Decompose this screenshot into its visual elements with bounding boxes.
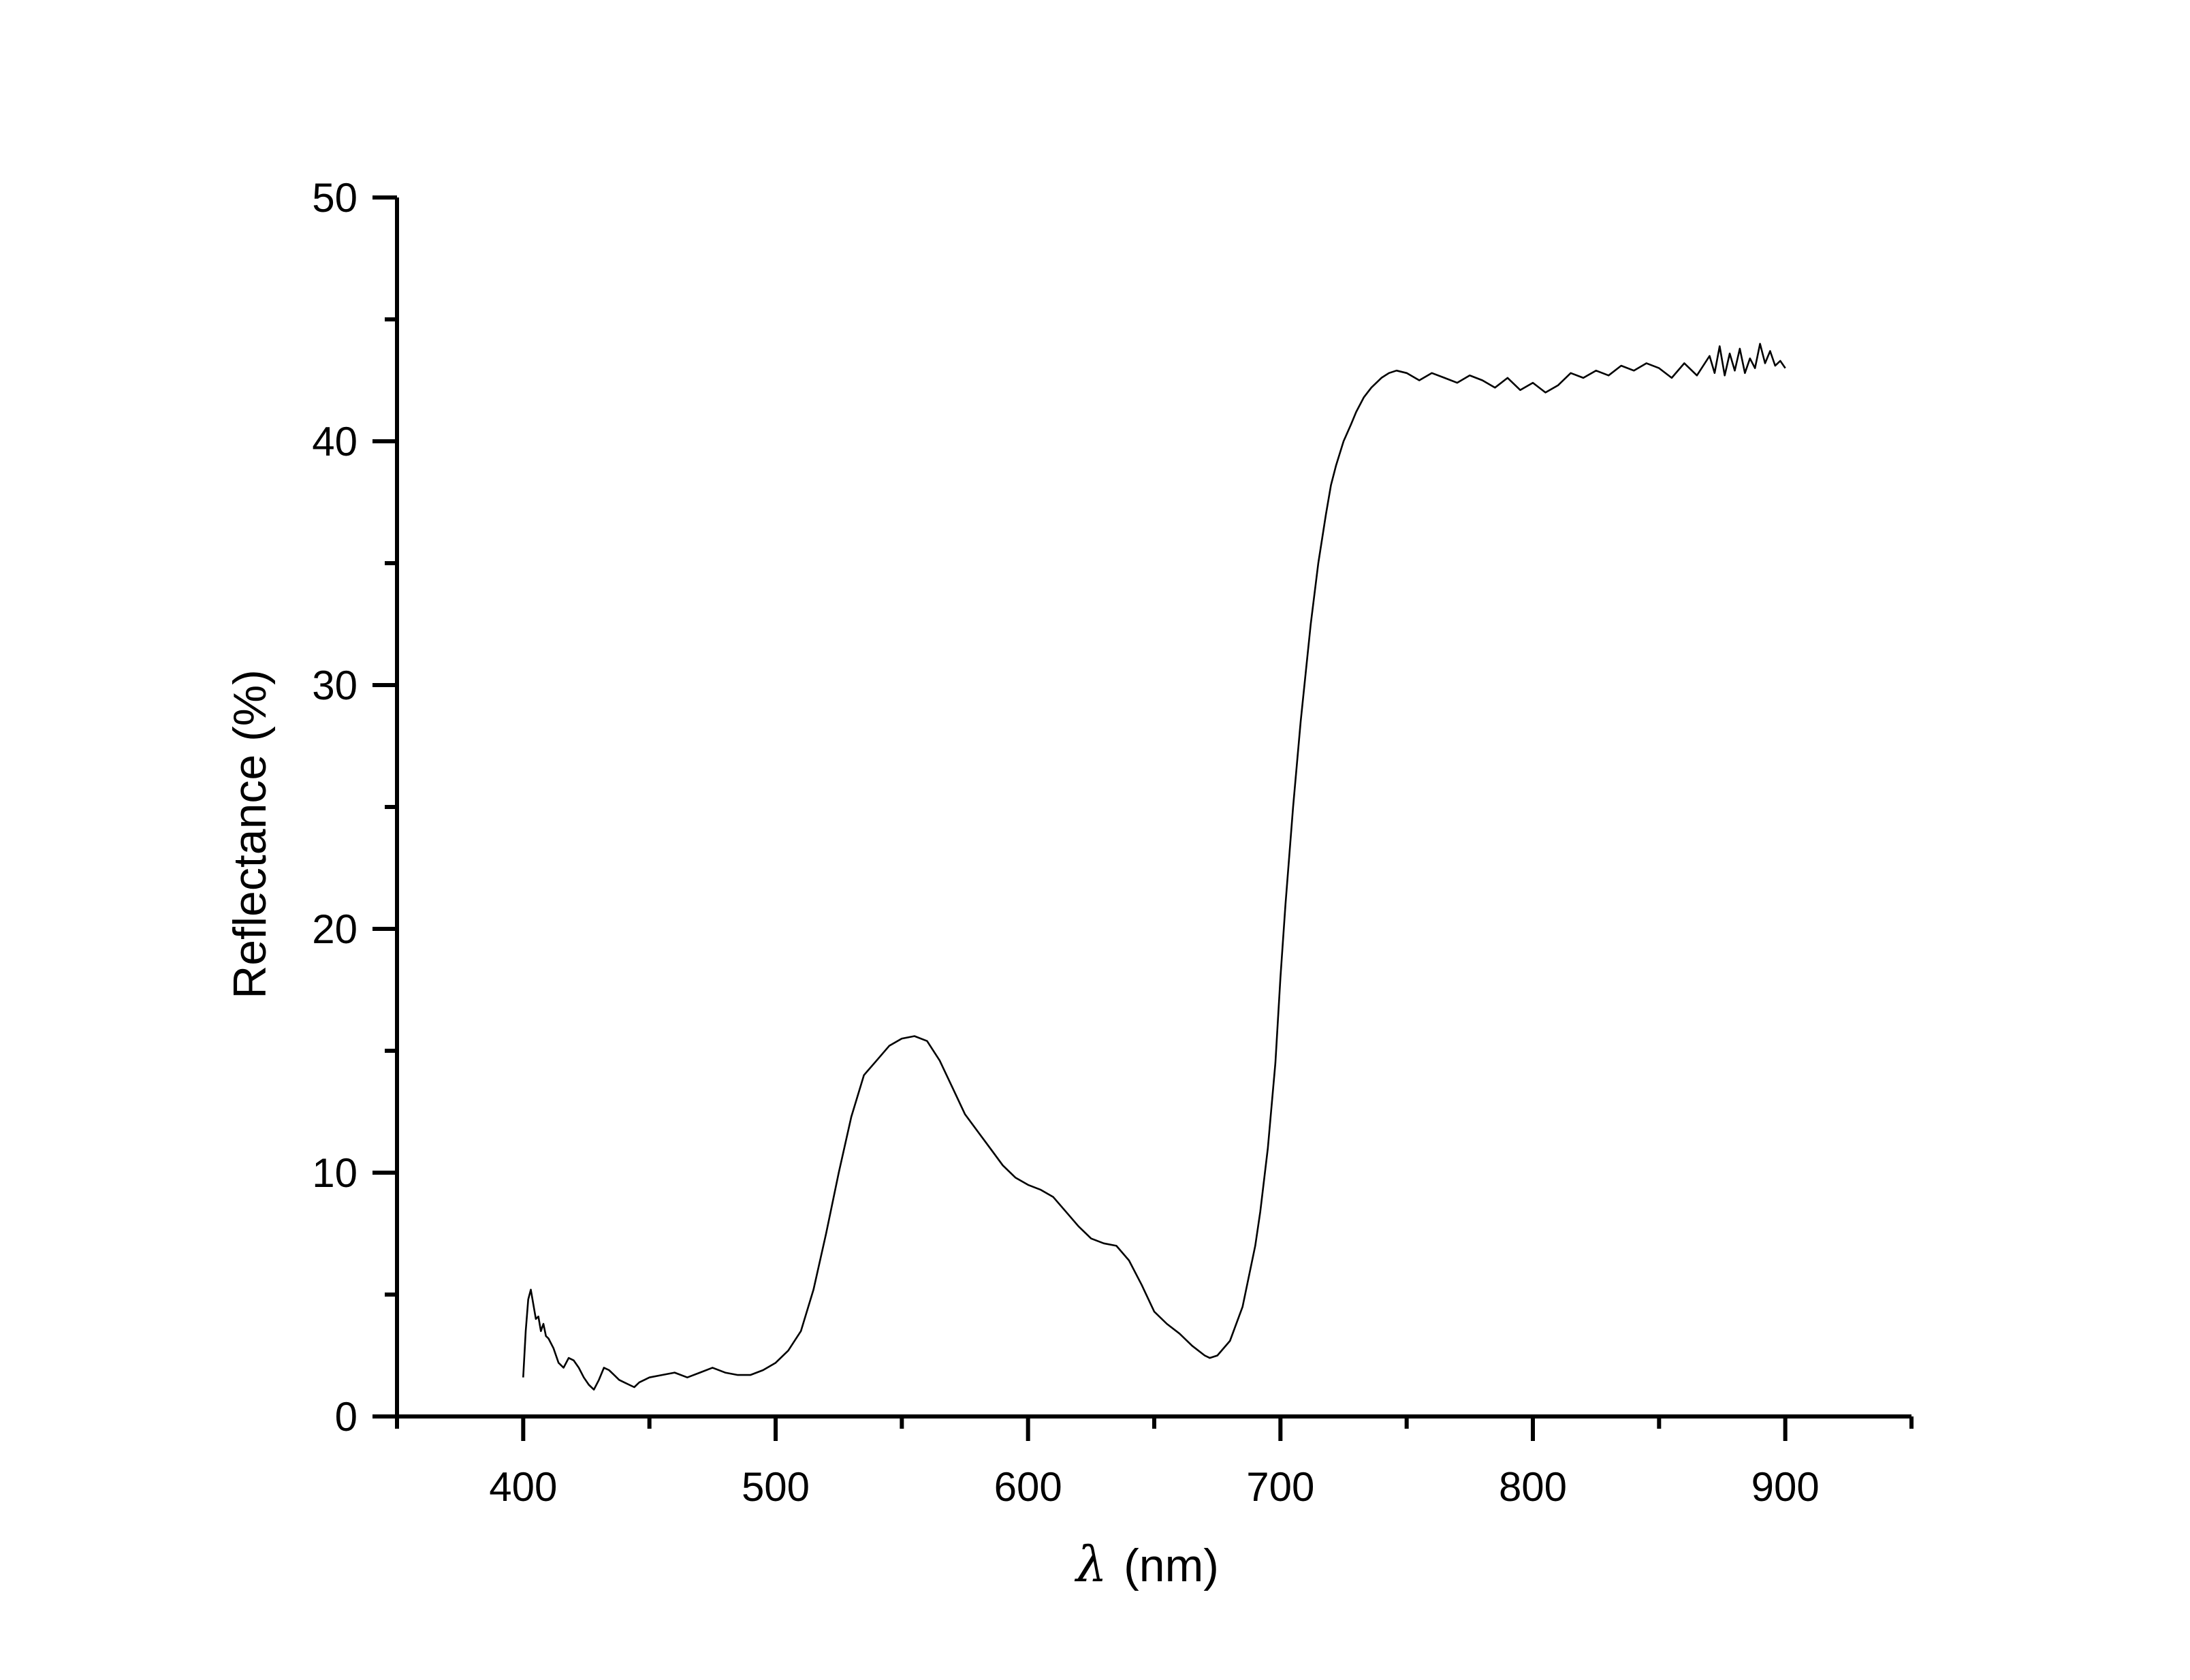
y-tick-label: 50 (312, 175, 358, 221)
x-tick-label: 900 (1751, 1464, 1820, 1510)
y-tick-label: 30 (312, 663, 358, 708)
y-tick-label: 40 (312, 419, 358, 464)
y-tick-label: 10 (312, 1150, 358, 1196)
y-tick-label: 20 (312, 906, 358, 952)
reflectance-series-line (522, 343, 1786, 1391)
x-tick-label: 400 (489, 1464, 557, 1510)
x-tick-label: 600 (994, 1464, 1062, 1510)
x-tick-label: 800 (1499, 1464, 1567, 1510)
y-axis-title: Reflectance (%) (224, 669, 276, 999)
y-tick-label: 0 (335, 1394, 358, 1440)
x-axis-title: λ (nm) (1074, 1536, 1219, 1593)
tick-labels: 0 10 20 30 40 50 400 500 600 700 800 900 (312, 175, 1819, 1510)
x-tick-label: 700 (1246, 1464, 1314, 1510)
series (522, 343, 1786, 1391)
x-axis-unit: (nm) (1124, 1540, 1219, 1591)
ticks (372, 195, 1914, 1441)
axes (395, 197, 1911, 1419)
x-axis-symbol: λ (1074, 1536, 1107, 1593)
x-tick-label: 500 (742, 1464, 810, 1510)
